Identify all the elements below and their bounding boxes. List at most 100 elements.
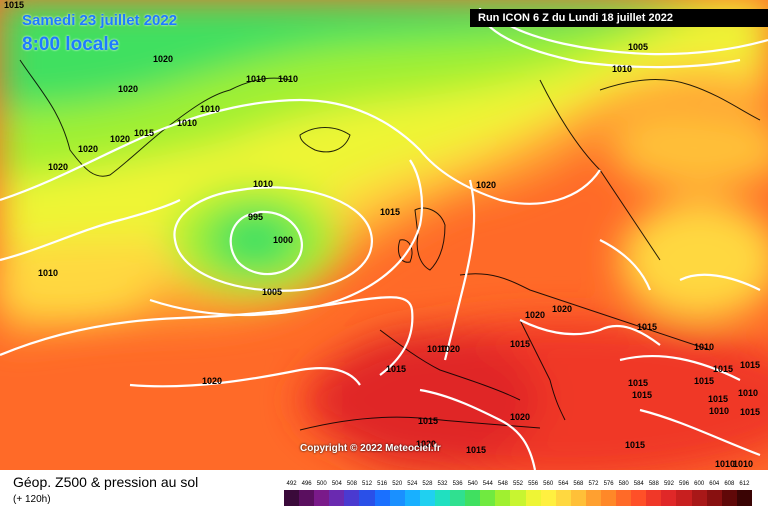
legend-tick-label: 584 — [633, 481, 644, 487]
svg-text:1010: 1010 — [278, 74, 298, 84]
legend-swatch — [344, 490, 360, 506]
legend-tick-label: 500 — [316, 481, 327, 487]
legend-tick-label: 608 — [724, 481, 735, 487]
legend-tick-label: 600 — [694, 481, 705, 487]
legend-tick-label: 604 — [709, 481, 720, 487]
legend-swatch — [646, 490, 662, 506]
svg-text:1015: 1015 — [4, 0, 24, 10]
legend-swatch — [434, 490, 451, 506]
svg-text:1020: 1020 — [552, 304, 572, 314]
svg-text:1015: 1015 — [386, 364, 406, 374]
svg-text:1015: 1015 — [380, 207, 400, 217]
svg-text:1015: 1015 — [740, 407, 760, 417]
legend-tick-label: 508 — [346, 481, 357, 487]
svg-text:1015: 1015 — [713, 364, 733, 374]
svg-text:1010: 1010 — [709, 406, 729, 416]
legend-swatch — [284, 490, 300, 506]
svg-text:1015: 1015 — [510, 339, 530, 349]
legend-swatch — [540, 490, 556, 506]
legend-swatch — [329, 490, 345, 506]
svg-text:1005: 1005 — [628, 42, 648, 52]
svg-text:1000: 1000 — [273, 235, 293, 245]
svg-text:1010: 1010 — [427, 344, 447, 354]
legend-swatch — [616, 490, 632, 506]
legend-swatch — [404, 490, 420, 506]
svg-text:1020: 1020 — [153, 54, 173, 64]
svg-text:1005: 1005 — [262, 287, 282, 297]
svg-text:1015: 1015 — [632, 390, 652, 400]
legend-tick-label: 496 — [301, 481, 312, 487]
legend-colorbar — [284, 490, 752, 506]
forecast-time: 8:00 locale — [22, 34, 120, 55]
svg-text:1020: 1020 — [78, 144, 98, 154]
svg-text:1010: 1010 — [715, 459, 735, 469]
legend-swatch — [510, 490, 526, 506]
svg-text:1020: 1020 — [118, 84, 138, 94]
legend-swatch — [631, 490, 647, 506]
legend-tick-label: 504 — [331, 481, 342, 487]
legend-tick-label: 560 — [543, 481, 554, 487]
svg-text:1020: 1020 — [110, 134, 130, 144]
legend-tick-label: 568 — [573, 481, 584, 487]
svg-text:1020: 1020 — [202, 376, 222, 386]
legend-swatch — [600, 490, 617, 506]
legend-swatch — [691, 490, 707, 506]
svg-text:1015: 1015 — [628, 378, 648, 388]
svg-text:1010: 1010 — [733, 459, 753, 469]
legend-tick-label: 520 — [392, 481, 403, 487]
svg-text:1020: 1020 — [525, 310, 545, 320]
legend-tick-label: 580 — [618, 481, 629, 487]
svg-text:1015: 1015 — [418, 416, 438, 426]
legend-tick-label: 544 — [482, 481, 493, 487]
svg-text:1010: 1010 — [246, 74, 266, 84]
weather-map: 1015 1020 1020 1010 1010 1010 1010 1015 … — [0, 0, 768, 470]
legend-tick-label: 516 — [377, 481, 388, 487]
run-info: Run ICON 6 Z du Lundi 18 juillet 2022 — [470, 9, 768, 27]
svg-text:1010: 1010 — [38, 268, 58, 278]
legend-swatch — [419, 490, 435, 506]
legend-swatch — [359, 490, 375, 506]
legend-tick-label: 572 — [588, 481, 599, 487]
legend-tick-label: 612 — [739, 481, 750, 487]
svg-text:1020: 1020 — [48, 162, 68, 172]
svg-text:1010: 1010 — [612, 64, 632, 74]
legend-tick-label: 540 — [467, 481, 478, 487]
legend-tick-label: 592 — [663, 481, 674, 487]
svg-text:1010: 1010 — [253, 179, 273, 189]
svg-text:1020: 1020 — [440, 344, 460, 354]
legend-tick-label: 536 — [452, 481, 463, 487]
legend-swatch — [314, 490, 330, 506]
svg-text:1015: 1015 — [694, 376, 714, 386]
copyright: Copyright © 2022 Meteociel.fr — [300, 443, 441, 454]
legend-tick-label: 552 — [512, 481, 523, 487]
legend-swatch — [570, 490, 586, 506]
svg-text:1020: 1020 — [416, 439, 436, 449]
svg-text:1010: 1010 — [694, 342, 714, 352]
legend-swatch — [706, 490, 722, 506]
legend-swatch — [661, 490, 677, 506]
svg-text:1020: 1020 — [476, 180, 496, 190]
legend-tick-label: 588 — [648, 481, 659, 487]
legend-swatch — [450, 490, 466, 506]
legend-swatch — [721, 490, 737, 506]
svg-text:1010: 1010 — [738, 388, 758, 398]
svg-text:1015: 1015 — [625, 440, 645, 450]
isobars — [0, 7, 768, 470]
legend-swatch — [525, 490, 541, 506]
legend: Géop. Z500 & pression au sol (+ 120h) 49… — [0, 470, 768, 512]
legend-swatch — [374, 490, 390, 506]
svg-text:1010: 1010 — [200, 104, 220, 114]
forecast-date: Samedi 23 juillet 2022 — [22, 12, 178, 29]
svg-text:1015: 1015 — [134, 128, 154, 138]
legend-swatch — [465, 490, 481, 506]
legend-tick-label: 492 — [286, 481, 297, 487]
legend-swatch — [299, 490, 315, 506]
isobar-labels: 1015 1020 1020 1010 1010 1010 1010 1015 … — [4, 0, 760, 469]
legend-tick-label: 556 — [528, 481, 539, 487]
svg-text:1015: 1015 — [466, 445, 486, 455]
svg-text:1015: 1015 — [637, 322, 657, 332]
geopotential-field: 1015 1020 1020 1010 1010 1010 1010 1015 … — [0, 0, 768, 470]
legend-tick-label: 512 — [362, 481, 373, 487]
legend-swatch — [585, 490, 601, 506]
legend-title: Géop. Z500 & pression au sol — [13, 474, 199, 490]
